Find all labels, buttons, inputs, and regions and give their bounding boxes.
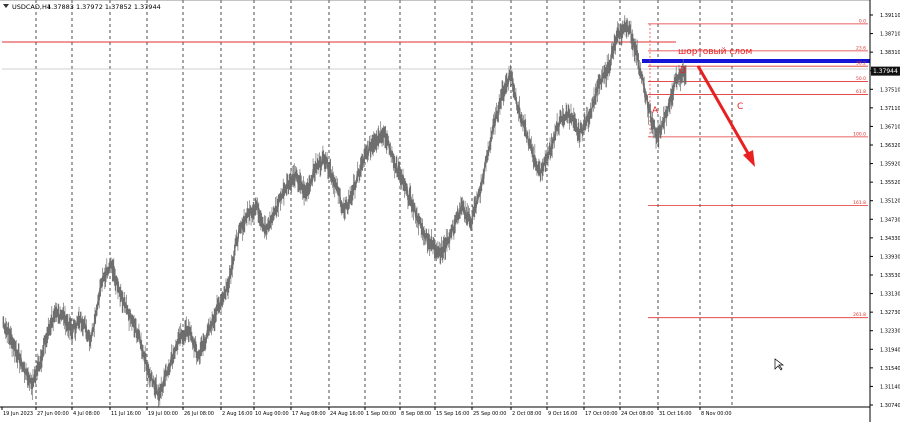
current-price-label: 1.37944 <box>873 68 898 75</box>
price-tick-label: 1.37510 <box>880 87 900 93</box>
time-axis: 19 Jun 2023 27 Jun 00:00 4 Jul 08:00 11 Jul… <box>1 407 732 417</box>
price-tick-label: 1.38710 <box>880 32 900 38</box>
price-tick-label: 1.35520 <box>880 180 900 186</box>
time-tick-label: 27 Jun 00:00 <box>37 411 69 417</box>
time-tick-label: 15 Sep 16:00 <box>436 411 469 417</box>
price-tick-label: 1.34730 <box>880 217 900 223</box>
mouse-cursor-icon <box>774 358 785 371</box>
price-tick-label: 1.30740 <box>880 403 900 409</box>
price-tick-label: 1.33930 <box>880 254 900 260</box>
price-tick-label: 1.31940 <box>880 347 900 353</box>
time-tick-label: 1 Sep 00:00 <box>366 411 396 417</box>
current-price-marker: 1.37944 <box>871 66 900 76</box>
price-tick-label: 1.33130 <box>880 292 900 298</box>
time-tick-label: 19 Jun 2023 <box>3 411 33 417</box>
time-tick-label: 9 Oct 16:00 <box>548 411 577 417</box>
ohlc-values: 1.37883 1.37972 1.37852 1.37944 <box>47 3 161 11</box>
price-tick-label: 1.35120 <box>880 199 900 205</box>
price-tick-label: 1.35920 <box>880 162 900 168</box>
price-series <box>2 15 687 408</box>
time-tick-label: 17 Oct 00:00 <box>585 411 618 417</box>
time-tick-label: 4 Jul 08:00 <box>73 411 100 417</box>
wave-b-label: B <box>680 66 686 76</box>
fibonacci-level-label: 50.0 <box>856 76 866 82</box>
projection-arrow-head <box>743 150 755 167</box>
price-tick-label: 1.36320 <box>880 143 900 149</box>
price-tick-label: 1.39110 <box>880 13 900 19</box>
header-menu-icon[interactable] <box>3 4 9 8</box>
time-tick-label: 11 Jul 16:00 <box>111 411 141 417</box>
current-price-box <box>871 66 900 76</box>
price-tick-label: 1.37110 <box>880 106 900 112</box>
time-tick-label: 2 Aug 16:00 <box>222 411 253 417</box>
time-tick-label: 8 Sep 08:00 <box>401 411 431 417</box>
annotations: шортовый слом A B C <box>652 47 785 371</box>
fibonacci-level-label: 261.8 <box>853 312 866 318</box>
symbol-header: USDCAD,H4 1.37883 1.37972 1.37852 1.3794… <box>3 3 161 11</box>
breakdown-label: шортовый слом <box>678 47 752 57</box>
time-tick-label: 25 Sep 00:00 <box>473 411 506 417</box>
price-tick-label: 1.34330 <box>880 236 900 242</box>
fibonacci-level-label: 38.2 <box>856 61 866 67</box>
fibonacci-level-label: 161.8 <box>853 200 866 206</box>
symbol-label: USDCAD,H4 <box>12 3 51 11</box>
time-tick-label: 24 Aug 16:00 <box>330 411 364 417</box>
wave-c-label: C <box>737 102 743 112</box>
time-tick-label: 8 Nov 00:00 <box>701 411 732 417</box>
fibonacci-level-label: 0.0 <box>859 18 866 24</box>
wave-a-label: A <box>652 106 659 116</box>
time-tick-label: 26 Jul 08:00 <box>184 411 214 417</box>
time-tick-label: 2 Oct 08:00 <box>512 411 541 417</box>
horizontal-levels <box>2 41 870 70</box>
projection-arrow-shaft <box>696 65 751 156</box>
price-tick-label: 1.36710 <box>880 124 900 130</box>
fibonacci-level-label: 23.6 <box>856 45 866 51</box>
time-tick-label: 10 Aug 00:00 <box>255 411 289 417</box>
price-tick-label: 1.31140 <box>880 384 900 390</box>
fibonacci-level-label: 100.0 <box>853 131 866 137</box>
price-tick-label: 1.32330 <box>880 329 900 335</box>
time-tick-label: 19 Jul 00:00 <box>148 411 178 417</box>
price-tick-label: 1.33530 <box>880 273 900 279</box>
price-tick-label: 1.32730 <box>880 310 900 316</box>
price-tick-label: 1.38310 <box>880 50 900 56</box>
time-tick-label: 24 Oct 08:00 <box>621 411 654 417</box>
price-tick-label: 1.31540 <box>880 366 900 372</box>
time-tick-label: 31 Oct 16:00 <box>659 411 692 417</box>
fibonacci-level-label: 61.8 <box>856 89 866 95</box>
price-line <box>2 23 686 398</box>
time-tick-label: 17 Aug 08:00 <box>292 411 326 417</box>
